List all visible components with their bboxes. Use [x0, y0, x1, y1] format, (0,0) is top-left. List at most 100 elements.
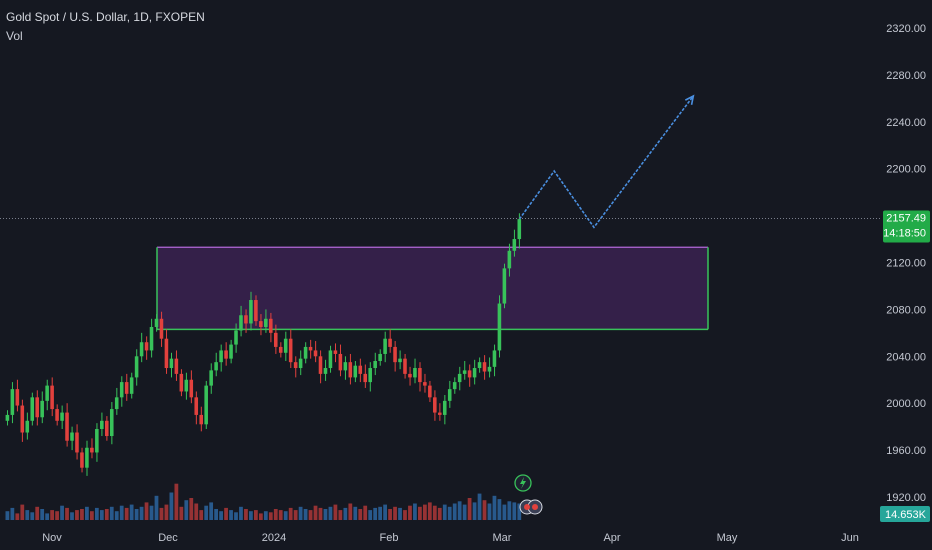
- volume-bar: [85, 506, 89, 520]
- volume-bar: [139, 506, 144, 520]
- candle-body: [393, 346, 397, 363]
- candle-body: [239, 315, 243, 331]
- candle-body: [368, 368, 372, 383]
- candle-body: [318, 356, 323, 374]
- volume-bar: [214, 509, 219, 520]
- volume-bar: [273, 509, 278, 520]
- volume-bar: [517, 503, 522, 520]
- chart-title: Gold Spot / U.S. Dollar, 1D, FXOPEN: [6, 10, 205, 24]
- volume-bar: [298, 506, 303, 520]
- x-tick-label: Nov: [42, 532, 62, 544]
- candle-body: [85, 447, 89, 468]
- lightning-icon[interactable]: [514, 474, 532, 492]
- price-tag: [883, 210, 930, 243]
- volume-bar: [422, 504, 427, 520]
- candle-body: [477, 362, 482, 369]
- candle-body: [428, 385, 432, 398]
- volume-bar: [343, 507, 348, 520]
- candle-body: [482, 362, 487, 372]
- x-axis: Nov Dec 2024 Feb Mar Apr May Jun: [42, 532, 859, 544]
- volume-bar: [254, 510, 258, 520]
- volume-bar: [318, 507, 323, 520]
- candle-body: [139, 342, 144, 357]
- volume-bar: [383, 504, 387, 520]
- volume-bar: [308, 510, 313, 520]
- volume-bar: [482, 500, 487, 520]
- volume-bar: [244, 509, 248, 520]
- candle-body: [214, 362, 218, 371]
- candle-body: [363, 373, 368, 383]
- candle-body: [95, 428, 99, 453]
- candle-body: [229, 344, 233, 359]
- volume-bar: [234, 512, 238, 520]
- candle-body: [298, 358, 303, 369]
- volume-bar: [358, 509, 363, 520]
- volume-bar: [452, 503, 457, 520]
- volume-bar: [179, 506, 184, 520]
- x-tick-label: Jun: [841, 532, 859, 544]
- candle-body: [164, 338, 169, 369]
- candle-body: [224, 350, 228, 359]
- volume-tag-value: 14.653K: [885, 509, 927, 521]
- candle-body: [45, 385, 49, 401]
- candle-body: [457, 373, 462, 383]
- candle-body: [15, 389, 20, 406]
- candle-body: [259, 321, 263, 327]
- candle-body: [244, 315, 248, 324]
- volume-bar: [15, 513, 20, 520]
- volume-bar: [159, 507, 164, 520]
- candle-body: [30, 397, 35, 421]
- volume-bar: [80, 509, 84, 520]
- candle-body: [174, 358, 179, 374]
- volume-bar: [164, 504, 169, 520]
- candle-body: [70, 432, 74, 441]
- candle-body: [333, 350, 338, 354]
- volume-bar: [283, 511, 288, 520]
- y-tick-label: 2320.00: [886, 23, 926, 35]
- candle-body: [109, 409, 114, 437]
- candle-body: [293, 362, 298, 369]
- candle-body: [303, 346, 308, 359]
- candle-body: [90, 447, 94, 453]
- candle-body: [249, 300, 253, 324]
- volume-tag: [880, 506, 930, 522]
- x-tick-label: 2024: [262, 532, 286, 544]
- projection-arrowhead: [684, 94, 695, 105]
- candle-body: [507, 250, 512, 269]
- candle-body: [179, 373, 184, 392]
- volume-bar: [94, 507, 99, 520]
- volume-bar: [189, 498, 194, 520]
- volume-bar: [487, 503, 492, 520]
- volume-bar: [224, 507, 228, 520]
- volume-bar: [25, 510, 30, 520]
- candle-body: [388, 338, 392, 347]
- price-tag-countdown: 14:18:50: [883, 228, 926, 240]
- volume-bar: [442, 504, 447, 520]
- volume-bar: [55, 511, 59, 520]
- economic-event-icon[interactable]: [519, 499, 543, 515]
- candle-body: [348, 362, 353, 378]
- candle-body: [55, 409, 59, 421]
- candle-body: [353, 365, 358, 378]
- volume-bar: [239, 506, 243, 520]
- x-tick-label: Dec: [158, 532, 178, 544]
- volume-bar: [373, 507, 378, 520]
- candle-body: [50, 385, 54, 410]
- candle-body: [288, 338, 293, 363]
- candle-body: [418, 368, 422, 383]
- candle-body: [398, 358, 402, 363]
- projection-line: [518, 95, 694, 229]
- volume-bar: [403, 510, 407, 520]
- candle-body: [129, 377, 134, 394]
- volume-bar: [472, 502, 477, 520]
- candle-body: [80, 452, 84, 468]
- candle-body: [462, 370, 467, 374]
- y-tick-label: 2080.00: [886, 304, 926, 316]
- candle-body: [20, 405, 25, 433]
- volume-bar: [363, 505, 368, 520]
- volume-bar: [89, 511, 94, 520]
- candle-body: [60, 412, 64, 421]
- volume-bar: [75, 510, 79, 520]
- candle-body: [219, 350, 223, 363]
